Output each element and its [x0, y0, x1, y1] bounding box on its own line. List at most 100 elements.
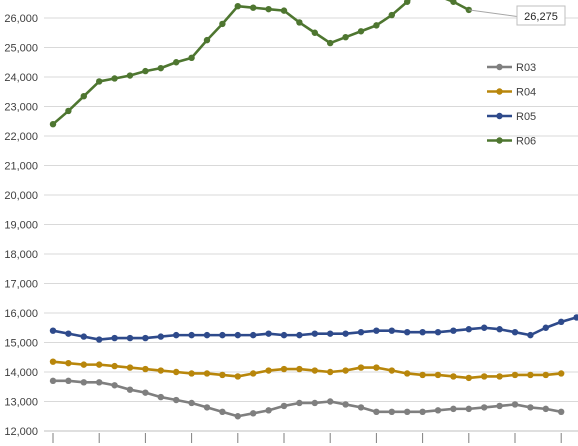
data-point-r04 — [357, 364, 365, 371]
data-point-r04 — [250, 370, 257, 377]
data-point-r05 — [357, 328, 365, 336]
data-point-r03 — [311, 399, 318, 407]
data-point-r06 — [357, 28, 365, 35]
data-point-r05 — [111, 334, 118, 342]
callout-label: 26,275 — [524, 11, 558, 23]
data-point-r04 — [450, 373, 457, 380]
series-r05 — [49, 314, 578, 343]
data-point-r06 — [203, 36, 211, 44]
data-point-r03 — [126, 386, 134, 393]
series-line-r06 — [52, 0, 470, 126]
data-point-r04 — [342, 367, 349, 374]
data-point-r05 — [265, 330, 272, 337]
data-point-r05 — [465, 326, 472, 333]
data-point-r05 — [558, 318, 565, 326]
data-point-r03 — [80, 379, 88, 386]
legend-item-r03: R03 — [487, 62, 536, 74]
y-tick-label: 21,000 — [4, 161, 38, 173]
legend-item-r04: R04 — [487, 87, 536, 99]
data-point-r03 — [496, 402, 503, 410]
data-point-r03 — [465, 405, 472, 413]
data-point-r03 — [434, 407, 442, 414]
data-point-r06 — [111, 75, 118, 82]
data-point-r04 — [65, 359, 72, 367]
data-point-r06 — [219, 20, 226, 28]
legend-label: R06 — [516, 136, 536, 148]
data-point-r05 — [311, 330, 318, 337]
data-point-r06 — [327, 39, 334, 47]
data-point-r06 — [96, 78, 103, 85]
data-point-r03 — [188, 399, 195, 407]
data-point-r05 — [280, 331, 288, 339]
data-point-r05 — [142, 334, 149, 342]
legend-label: R05 — [516, 111, 536, 123]
data-point-r05 — [434, 328, 442, 336]
data-point-r03 — [481, 404, 488, 411]
data-point-r03 — [157, 393, 164, 401]
data-point-r03 — [342, 401, 349, 408]
data-point-r04 — [203, 370, 211, 377]
data-point-r05 — [419, 328, 426, 336]
data-point-r03 — [250, 410, 257, 417]
data-point-r03 — [373, 408, 380, 416]
data-point-r04 — [111, 362, 118, 370]
y-tick-label: 23,000 — [4, 102, 38, 114]
data-point-r05 — [203, 331, 211, 339]
y-axis-tick-labels: 12,000 13,000 14,000 15,000 16,000 17,000 18,0… — [4, 13, 38, 438]
data-point-r05 — [296, 331, 303, 339]
data-point-r04 — [511, 371, 519, 379]
data-point-r05 — [234, 331, 241, 339]
data-point-r03 — [234, 413, 241, 420]
data-point-r03 — [388, 408, 395, 416]
data-point-r06 — [173, 59, 180, 66]
legend: R03 R04 R05 R06 — [487, 62, 536, 148]
data-point-r04 — [234, 373, 241, 380]
legend-marker — [496, 137, 503, 144]
data-point-r06 — [234, 2, 241, 10]
data-point-r04 — [327, 368, 334, 376]
series-r06 — [49, 0, 472, 128]
y-tick-label: 17,000 — [4, 279, 38, 291]
data-point-r05 — [573, 314, 578, 321]
data-point-r04 — [388, 367, 395, 374]
series-line-r03 — [53, 379, 562, 418]
callout-box — [516, 5, 566, 26]
y-tick-label: 12,000 — [4, 426, 38, 438]
data-point-r05 — [404, 328, 411, 336]
y-tick-label: 25,000 — [4, 43, 38, 55]
data-point-r03 — [142, 389, 149, 396]
data-point-r05 — [511, 328, 519, 336]
y-tick-label: 26,000 — [4, 13, 38, 25]
data-point-r05 — [219, 331, 226, 339]
data-point-r03 — [357, 404, 365, 411]
data-point-r04 — [49, 358, 57, 365]
legend-marker — [496, 88, 503, 95]
data-point-r06 — [373, 22, 380, 29]
y-tick-label: 19,000 — [4, 220, 38, 232]
data-point-r04 — [126, 364, 134, 371]
data-point-r04 — [373, 364, 380, 371]
data-point-r06 — [265, 5, 272, 13]
y-tick-label: 22,000 — [4, 131, 38, 143]
data-point-r05 — [388, 327, 395, 334]
data-point-r06 — [296, 19, 303, 26]
data-point-r05 — [542, 324, 549, 331]
data-point-r04 — [542, 371, 549, 379]
data-point-r04 — [296, 365, 303, 373]
data-point-r04 — [527, 371, 534, 379]
data-point-r05 — [49, 327, 57, 334]
data-point-r06 — [49, 121, 57, 128]
data-point-r03 — [450, 405, 457, 413]
data-point-r03 — [96, 379, 103, 386]
series-r04 — [49, 358, 565, 382]
data-point-r04 — [280, 365, 288, 373]
data-point-r06 — [311, 29, 318, 36]
data-point-r05 — [527, 331, 534, 339]
series-lines — [49, 0, 578, 420]
y-tick-label: 24,000 — [4, 72, 38, 84]
data-point-r03 — [511, 401, 519, 408]
data-point-r06 — [126, 72, 134, 79]
y-tick-label: 14,000 — [4, 367, 38, 379]
data-point-r06 — [404, 0, 411, 5]
